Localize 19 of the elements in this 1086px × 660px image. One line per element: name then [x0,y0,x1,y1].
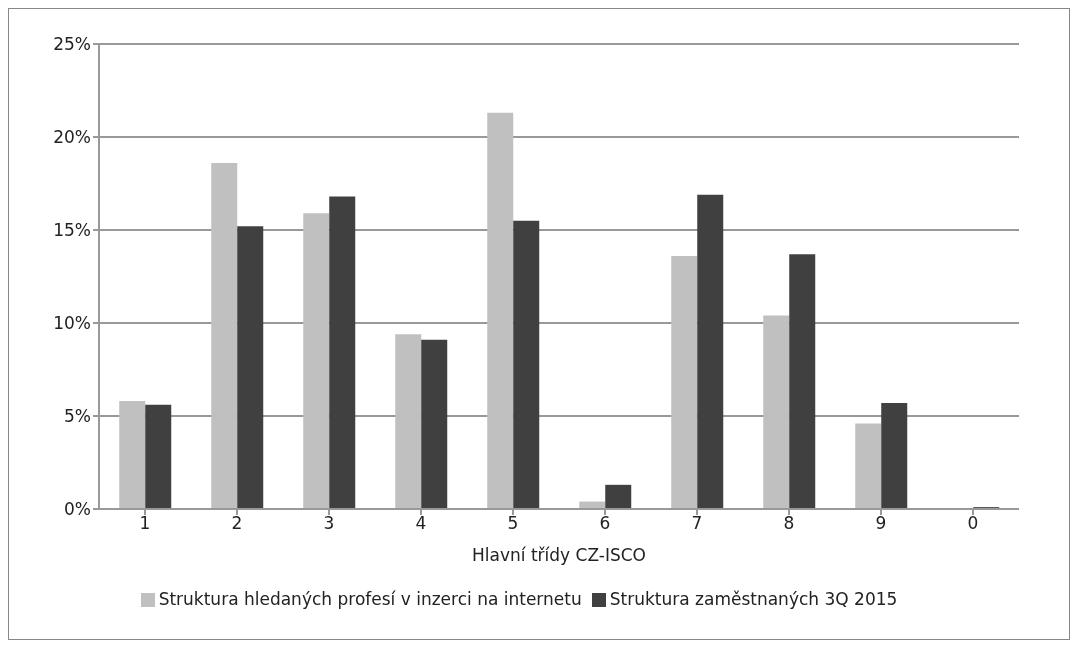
x-tick-label: 6 [599,513,611,534]
y-tick-label: 15% [53,220,91,241]
x-tick-label: 5 [507,513,519,534]
x-tick-label: 8 [783,513,795,534]
y-tick-label: 25% [53,34,91,55]
x-axis-title: Hlavní třídy CZ-ISCO [472,545,646,565]
x-tick-label: 0 [967,513,979,534]
y-tick-label: 10% [53,313,91,334]
y-tick-label: 0% [64,499,91,520]
legend-label: Struktura hledaných profesí v inzerci na internetu [158,589,582,609]
x-tick-label: 7 [691,513,703,534]
legend-label: Struktura zaměstnaných 3Q 2015 [609,589,898,609]
x-tick-label: 4 [415,513,427,534]
x-tick-label: 3 [323,513,335,534]
x-tick-label: 2 [231,513,243,534]
x-tick-label: 1 [139,513,151,534]
y-tick-label: 20% [53,127,91,148]
y-tick-label: 5% [64,406,91,427]
x-tick-label: 9 [875,513,887,534]
